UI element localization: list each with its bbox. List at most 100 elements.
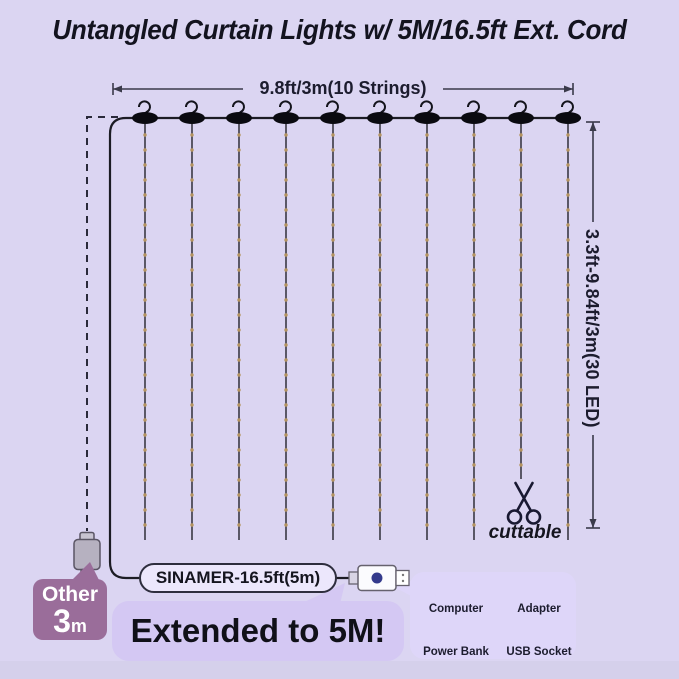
- led-bulb: [190, 268, 194, 272]
- string-connector: [226, 112, 252, 124]
- led-bulb: [284, 478, 288, 482]
- led-bulb: [237, 193, 241, 197]
- led-bulb: [425, 148, 429, 152]
- hanger-hook-icon: [325, 100, 339, 116]
- led-bulb: [143, 178, 147, 182]
- led-bulb: [237, 433, 241, 437]
- led-bulb: [472, 313, 476, 317]
- led-bulb: [143, 493, 147, 497]
- led-bulb: [143, 253, 147, 257]
- led-bulb: [284, 253, 288, 257]
- led-bulb: [425, 493, 429, 497]
- led-bulb: [566, 388, 570, 392]
- led-bulb: [566, 178, 570, 182]
- led-bulb: [143, 478, 147, 482]
- other-brand-cord-dashed-line: [86, 116, 118, 531]
- led-bulb: [331, 223, 335, 227]
- led-bulb: [425, 433, 429, 437]
- led-bulb: [190, 388, 194, 392]
- led-bulb: [566, 418, 570, 422]
- led-bulb: [566, 193, 570, 197]
- height-dimension-label: 3.3ft-9.84ft/3m(30 LED): [580, 222, 603, 435]
- led-bulb: [425, 283, 429, 287]
- led-bulb: [190, 508, 194, 512]
- led-bulb: [472, 403, 476, 407]
- led-bulb: [566, 223, 570, 227]
- led-bulb: [143, 148, 147, 152]
- led-bulb: [190, 253, 194, 257]
- led-bulb: [143, 133, 147, 137]
- led-bulb: [519, 193, 523, 197]
- led-bulb: [331, 178, 335, 182]
- led-bulb: [237, 163, 241, 167]
- extended-length-callout: Extended to 5M!: [112, 601, 404, 661]
- adapter-label: Adapter: [517, 603, 561, 615]
- led-bulb: [190, 313, 194, 317]
- led-bulb: [519, 433, 523, 437]
- led-bulb: [284, 523, 288, 527]
- led-bulb: [331, 433, 335, 437]
- led-bulb: [331, 508, 335, 512]
- led-bulb: [425, 163, 429, 167]
- hanger-hook-icon: [513, 100, 527, 116]
- led-bulb: [190, 238, 194, 242]
- other-brand-length-badge: Other 3m: [33, 579, 107, 640]
- led-bulb: [284, 508, 288, 512]
- led-bulb: [425, 238, 429, 242]
- led-bulb: [566, 463, 570, 467]
- led-bulb: [190, 148, 194, 152]
- led-bulb: [331, 358, 335, 362]
- led-bulb: [378, 238, 382, 242]
- led-bulb: [378, 268, 382, 272]
- led-bulb: [331, 403, 335, 407]
- led-bulb: [472, 448, 476, 452]
- led-bulb: [284, 493, 288, 497]
- other-badge-word: Other: [41, 583, 98, 606]
- led-bulb: [237, 508, 241, 512]
- led-bulb: [143, 238, 147, 242]
- led-bulb: [425, 253, 429, 257]
- led-bulb: [190, 208, 194, 212]
- string-connector: [555, 112, 581, 124]
- led-bulb: [143, 298, 147, 302]
- led-bulb: [425, 463, 429, 467]
- led-bulb: [190, 493, 194, 497]
- led-bulb: [378, 448, 382, 452]
- led-bulb: [237, 313, 241, 317]
- led-bulb: [425, 298, 429, 302]
- string-connector: [320, 112, 346, 124]
- led-bulb: [378, 373, 382, 377]
- light-strings: [132, 100, 581, 540]
- led-bulb: [378, 178, 382, 182]
- led-bulb: [190, 358, 194, 362]
- led-bulb: [331, 328, 335, 332]
- led-bulb: [284, 328, 288, 332]
- led-bulb: [472, 343, 476, 347]
- led-bulb: [284, 163, 288, 167]
- led-bulb: [190, 418, 194, 422]
- led-bulb: [425, 478, 429, 482]
- led-bulb: [190, 163, 194, 167]
- led-bulb: [425, 178, 429, 182]
- led-bulb: [284, 403, 288, 407]
- led-bulb: [425, 313, 429, 317]
- usb-plug-icon: [348, 564, 410, 592]
- extended-box-tail: [300, 583, 345, 604]
- led-bulb: [425, 328, 429, 332]
- led-bulb: [284, 418, 288, 422]
- power-source-usb-socket: USB Socket: [502, 616, 576, 659]
- led-bulb: [472, 328, 476, 332]
- led-bulb: [331, 208, 335, 212]
- led-bulb: [425, 133, 429, 137]
- led-bulb: [378, 148, 382, 152]
- led-bulb: [472, 298, 476, 302]
- led-bulb: [237, 493, 241, 497]
- led-bulb: [566, 523, 570, 527]
- led-bulb: [143, 358, 147, 362]
- led-bulb: [519, 148, 523, 152]
- scissors-icon: [506, 481, 542, 525]
- led-bulb: [519, 328, 523, 332]
- led-bulb: [566, 328, 570, 332]
- hanger-hook-icon: [560, 100, 574, 116]
- led-bulb: [378, 163, 382, 167]
